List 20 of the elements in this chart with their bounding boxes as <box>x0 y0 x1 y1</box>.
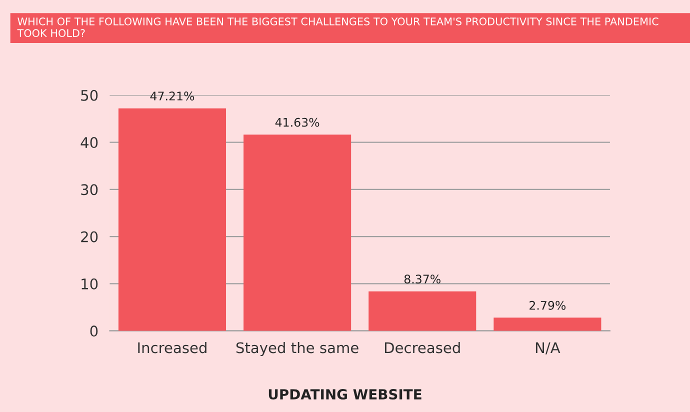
data-label: 41.63% <box>275 118 320 127</box>
x-tick-label: Decreased <box>384 342 460 354</box>
data-label: 8.37% <box>404 274 440 284</box>
bar <box>494 318 602 331</box>
bar <box>368 291 476 331</box>
y-tick-label: 0 <box>90 326 98 337</box>
y-tick-label: 30 <box>81 184 98 196</box>
y-tick-label: 20 <box>81 231 98 242</box>
bar <box>118 108 226 331</box>
text: UPDATING WEBSITE <box>268 389 422 400</box>
x-tick-label: Stayed the same <box>236 342 358 356</box>
x-tick-label: N/A <box>536 342 560 354</box>
data-label: 2.79% <box>530 300 566 310</box>
y-tick-label: 10 <box>82 278 98 290</box>
y-tick-label: 40 <box>80 137 98 148</box>
y-tick-label: 50 <box>81 90 98 101</box>
data-label: 47.21% <box>150 92 194 100</box>
chart-title: WHICH OF THE FOLLOWING HAVE BEEN THE BIGGEST CHALLENGES TO YOUR TEAM'S PRODUCTIVITY SINCE THE PANDEMIC TOOK HOLD? <box>17 17 658 38</box>
bar <box>244 134 352 331</box>
x-tick-label: Increased <box>138 342 206 354</box>
